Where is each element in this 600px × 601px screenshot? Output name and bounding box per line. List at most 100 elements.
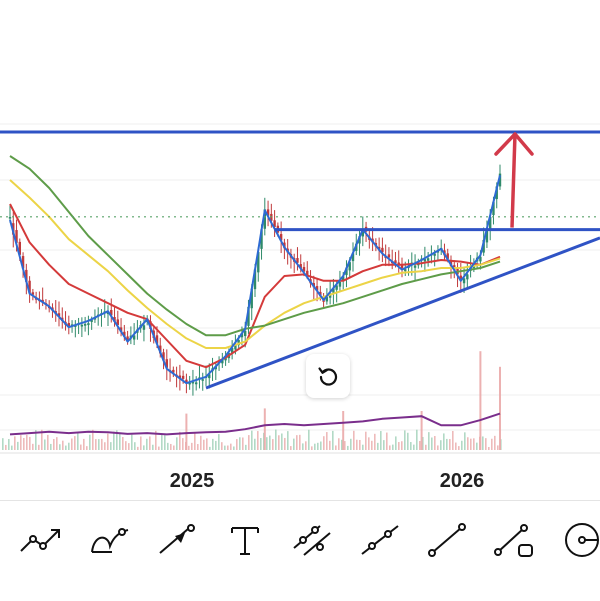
price-chart[interactable]: 2025 2026 (0, 0, 600, 500)
volume-bar (11, 445, 13, 450)
volume-bar (440, 440, 442, 450)
volume-bar (50, 443, 52, 450)
candle-body (195, 382, 198, 385)
ascending-trend-line (205, 236, 600, 390)
candle-body (263, 209, 266, 229)
candle-body (253, 269, 257, 290)
volume-bar (341, 439, 343, 450)
candle-body (208, 374, 211, 379)
line-segment-tool[interactable] (422, 515, 472, 565)
volume-bar (32, 443, 34, 450)
volume-bar (326, 432, 328, 450)
trend-angle-icon (20, 529, 60, 552)
candle-body (234, 344, 237, 350)
volume-bar (266, 437, 268, 450)
volume-bar (20, 435, 22, 450)
volume-bar (41, 429, 43, 450)
circle-tool[interactable] (557, 515, 600, 565)
volume-bar (56, 437, 58, 450)
volume-bar (221, 442, 223, 450)
volume-bar (410, 442, 412, 450)
trend-angle-tool[interactable] (15, 515, 65, 565)
candle-body (315, 286, 319, 291)
volume-bar (104, 442, 106, 450)
volume-bar (458, 446, 460, 450)
candle-body (132, 335, 136, 340)
candle-body (400, 264, 404, 269)
volume-bar (419, 440, 421, 450)
candle-body (80, 324, 84, 327)
volume-spike-bar (185, 413, 188, 450)
volume-bar (287, 431, 289, 450)
volume-bar (416, 429, 418, 450)
candle-body (413, 265, 417, 268)
candle-body (273, 220, 276, 228)
volume-bar (320, 441, 322, 450)
ray-tool[interactable] (355, 515, 405, 565)
x-axis: 2025 2026 (170, 470, 485, 492)
candle-body (279, 234, 283, 241)
candle-body (335, 285, 338, 290)
candle-body (351, 253, 355, 262)
volume-bar (254, 438, 256, 450)
candle-body (106, 312, 110, 315)
candle-body (21, 256, 25, 269)
volume-bar (101, 438, 103, 450)
volume-bar (149, 436, 151, 450)
candle-body (247, 306, 250, 326)
volume-bar (233, 446, 235, 450)
volume-bar (356, 439, 358, 450)
volume-bar (350, 438, 352, 450)
drawings[interactable] (0, 130, 600, 390)
volume-bar (251, 430, 253, 450)
volume-bar (398, 442, 400, 450)
volume-bar (272, 439, 274, 450)
volume-spike-bar (499, 366, 501, 450)
chart-area[interactable]: 2025 2026 (0, 0, 600, 500)
drawing-toolbar (0, 500, 600, 601)
volume-bar (335, 445, 337, 450)
volume-bar (239, 437, 241, 450)
candles (8, 164, 502, 396)
parallel-channel-tool[interactable] (287, 515, 337, 565)
reset-chart-button[interactable] (306, 354, 350, 398)
volume-bar (8, 439, 10, 450)
candle-body (25, 269, 28, 282)
volume-bar (245, 444, 247, 450)
arrow-icon (159, 524, 195, 554)
volume-bar (2, 438, 4, 450)
candle-body (67, 322, 70, 327)
volume-spike-bar (420, 411, 423, 450)
candle-body (178, 375, 182, 379)
volume-bar (227, 445, 229, 450)
volume-bar (395, 436, 397, 450)
volume-bar (77, 433, 79, 450)
volume-bar (59, 444, 61, 450)
volume-bar (95, 439, 97, 450)
volume-bar (29, 436, 31, 450)
candle-body (18, 241, 21, 255)
price-line (9, 174, 501, 385)
candle-body (142, 325, 146, 330)
curve-icon (91, 528, 129, 553)
volume-bar (278, 435, 280, 450)
volume-bar (119, 433, 121, 450)
volume-bar (332, 430, 334, 450)
measure-tool[interactable] (490, 515, 540, 565)
circle-icon (565, 523, 599, 557)
candle-body (332, 288, 335, 293)
candle-body (155, 335, 159, 344)
curve-tool[interactable] (85, 515, 135, 565)
grid (0, 123, 600, 454)
volume-bar (248, 435, 250, 450)
volume-bar (92, 429, 94, 450)
candle-body (113, 317, 116, 322)
volume-bar (98, 439, 100, 450)
volume-bar (464, 432, 466, 450)
candle-body (338, 282, 342, 287)
volume-bar (494, 435, 496, 450)
volume-bar (86, 446, 88, 450)
arrow-tool[interactable] (152, 515, 202, 565)
text-tool[interactable] (220, 515, 270, 565)
candle-body (446, 253, 449, 259)
